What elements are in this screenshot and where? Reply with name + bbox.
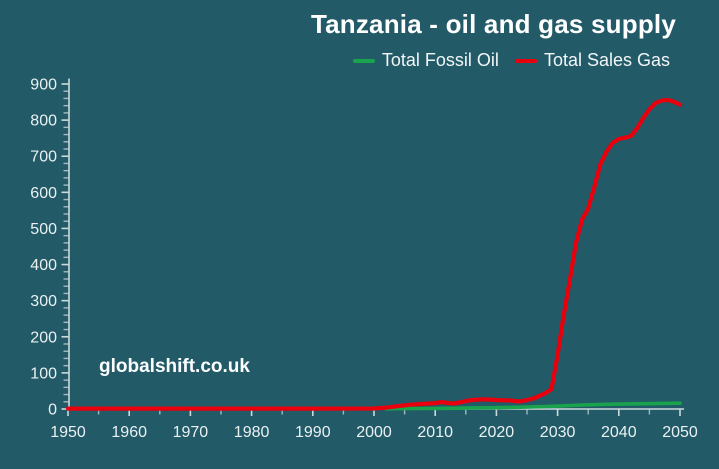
x-axis-tick-label: 2040 bbox=[601, 424, 637, 441]
legend: Total Fossil Oil Total Sales Gas bbox=[352, 50, 670, 71]
x-axis-tick-label: 2050 bbox=[662, 424, 698, 441]
series-line-total-fossil-oil bbox=[384, 401, 682, 411]
y-axis-tick-label: 200 bbox=[30, 329, 57, 346]
legend-item-total-sales-gas: Total Sales Gas bbox=[514, 50, 670, 71]
x-axis-tick-label: 1950 bbox=[50, 424, 86, 441]
axes: 0 100 200 300 400 500 600 700 800 900 1950 1960 1970… bbox=[30, 77, 698, 442]
x-axis-tick-label: 2010 bbox=[417, 424, 453, 441]
x-axis-tick-label: 2020 bbox=[479, 424, 515, 441]
legend-item-total-fossil-oil: Total Fossil Oil bbox=[352, 50, 499, 71]
series-line-total-sales-gas bbox=[65, 97, 683, 411]
legend-label-total-sales-gas: Total Sales Gas bbox=[543, 50, 670, 70]
y-axis-tick-label: 500 bbox=[30, 221, 57, 238]
y-axis-tick-label: 100 bbox=[30, 365, 57, 382]
x-axis-tick-label: 1960 bbox=[111, 424, 147, 441]
chart-title: Tanzania - oil and gas supply bbox=[310, 9, 676, 39]
legend-line-marker-sales-gas-icon bbox=[514, 58, 537, 63]
y-axis-tick-label: 800 bbox=[30, 113, 57, 130]
x-axis-tick-label: 2000 bbox=[356, 424, 392, 441]
y-axis-tick-label: 400 bbox=[30, 257, 57, 274]
x-axis-tick-label: 1990 bbox=[295, 424, 331, 441]
y-axis-tick-label: 600 bbox=[30, 185, 57, 202]
y-axis-tick-label: 0 bbox=[48, 402, 57, 419]
x-axis-tick-label: 2030 bbox=[540, 424, 576, 441]
legend-label-total-fossil-oil: Total Fossil Oil bbox=[381, 50, 499, 70]
y-axis-tick-label: 700 bbox=[30, 149, 57, 166]
y-axis-tick-label: 900 bbox=[30, 77, 57, 94]
x-axis-tick-label: 1980 bbox=[234, 424, 270, 441]
watermark: globalshift.co.uk bbox=[99, 356, 250, 377]
legend-line-marker-fossil-oil-icon bbox=[352, 58, 375, 63]
x-axis-tick-label: 1970 bbox=[173, 424, 209, 441]
y-axis-tick-label: 300 bbox=[30, 293, 57, 310]
